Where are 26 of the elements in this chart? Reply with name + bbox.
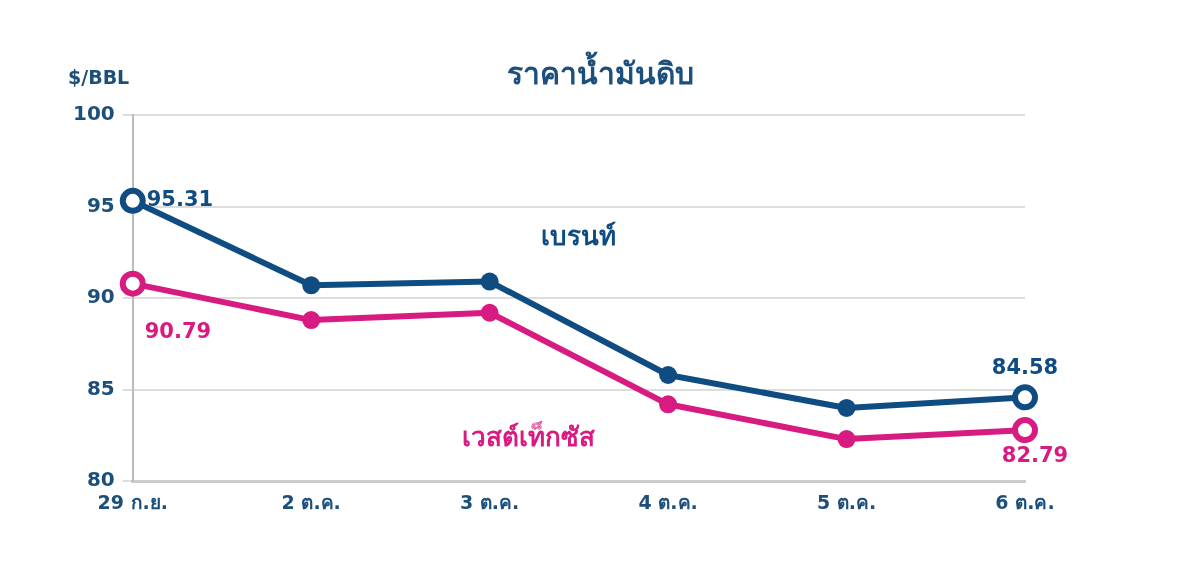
y-tick-label: 85	[86, 375, 115, 400]
point	[480, 272, 499, 291]
y-tick-label: 90	[86, 284, 115, 309]
data-label: 95.31	[146, 187, 214, 212]
series-label: เบรนท์	[541, 221, 617, 252]
x-tick-label: 5 ต.ค.	[816, 490, 877, 513]
x-tick-label: 2 ต.ค.	[281, 490, 341, 513]
data-label: 90.79	[144, 318, 212, 343]
data-label: 84.58	[991, 355, 1059, 380]
data-label: 82.79	[1001, 443, 1069, 468]
point	[837, 430, 856, 449]
point	[302, 276, 321, 295]
y-tick-label: 95	[86, 192, 115, 217]
point	[837, 398, 856, 417]
y-axis-title: $/BBL	[68, 66, 130, 88]
x-tick-label: 29 ก.ย.	[97, 490, 168, 513]
point	[480, 303, 499, 322]
point	[659, 395, 678, 414]
point	[659, 366, 678, 384]
y-tick-label: 100	[73, 101, 115, 126]
x-tick-label: 6 ต.ค.	[995, 490, 1055, 513]
x-tick-label: 3 ต.ค.	[460, 490, 520, 513]
x-tick-label: 4 ต.ค.	[638, 490, 698, 513]
point	[302, 311, 321, 330]
series-label: เวสต์เท็กซัส	[462, 421, 596, 453]
y-tick-label: 80	[86, 467, 115, 492]
